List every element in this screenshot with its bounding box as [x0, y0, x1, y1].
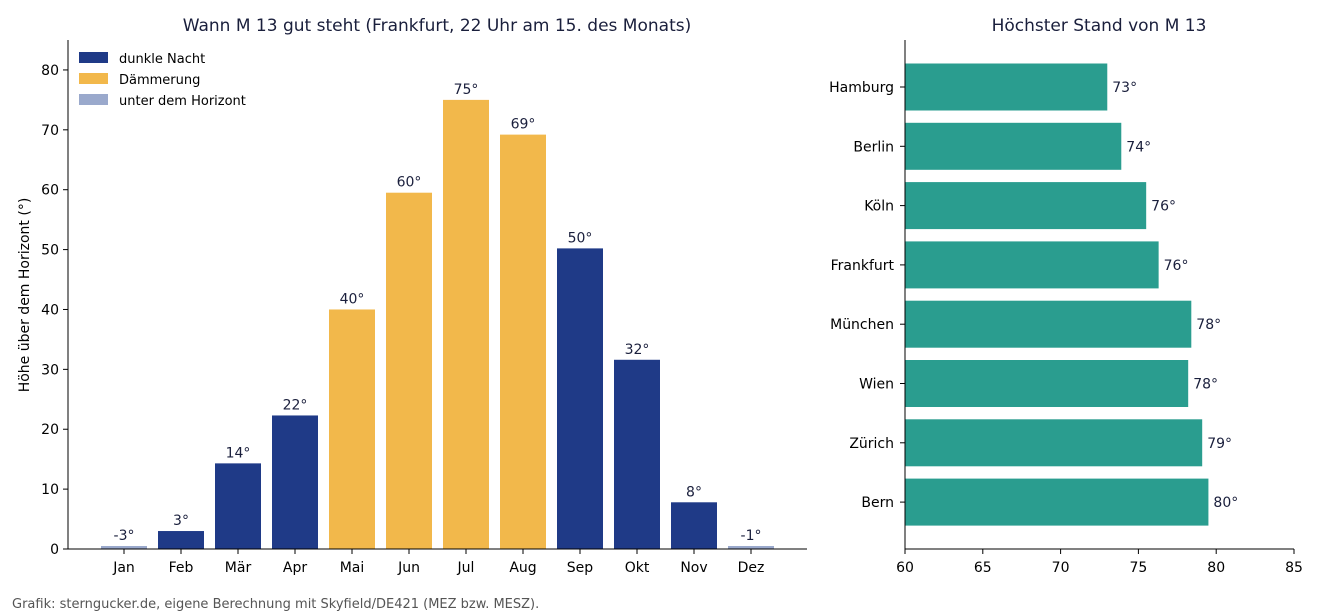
- data-label-Frankfurt: 76°: [1164, 258, 1189, 274]
- y-tick-label-60: 60: [41, 183, 59, 199]
- bar-Mai: [329, 309, 375, 549]
- right-data-labels-group: 73° 74° 76° 76° 78° 78° 79° 80°: [1112, 80, 1238, 511]
- bar-Frankfurt: [905, 241, 1159, 289]
- x-tick-label-Mai: Mai: [340, 560, 365, 576]
- data-label-Nov: 8°: [686, 484, 702, 500]
- legend-swatch-twilight: [79, 73, 108, 84]
- bar-Jun: [386, 192, 432, 549]
- bar-Feb: [158, 531, 204, 549]
- y-tick-label-Frankfurt: Frankfurt: [831, 258, 895, 274]
- bar-München: [905, 300, 1192, 348]
- bar-Wien: [905, 360, 1189, 407]
- y-tick-label-Hamburg: Hamburg: [829, 80, 894, 96]
- city-max-altitude-chart: Höchster Stand von M 13 73°74°76°76°78°7…: [829, 16, 1303, 576]
- x-tick-label-70: 70: [1052, 560, 1070, 576]
- x-tick-label-Mär: Mär: [225, 560, 252, 576]
- source-caption: Grafik: sterngucker.de, eigene Berechnun…: [12, 597, 540, 612]
- data-label-Mär: 14°: [226, 445, 251, 461]
- x-tick-label-Sep: Sep: [567, 560, 594, 576]
- data-label-Köln: 76°: [1151, 199, 1176, 215]
- left-chart-title: Wann M 13 gut steht (Frankfurt, 22 Uhr a…: [183, 16, 691, 36]
- left-x-ticks-group: Jan Feb Mär Apr Mai Jun Jul Aug Sep Okt Nov Dez: [112, 549, 764, 576]
- x-tick-label-Feb: Feb: [169, 560, 194, 576]
- data-label-Aug: 69°: [511, 117, 536, 133]
- bar-Hamburg: [905, 63, 1108, 111]
- y-tick-label-Zürich: Zürich: [849, 436, 894, 452]
- y-tick-label-Bern: Bern: [861, 495, 894, 511]
- data-label-Apr: 22°: [283, 397, 308, 413]
- x-tick-label-75: 75: [1129, 560, 1147, 576]
- right-bars-group: [905, 63, 1209, 526]
- legend-label-dark: dunkle Nacht: [119, 52, 205, 67]
- legend-label-twilight: Dämmerung: [119, 73, 200, 88]
- data-label-Hamburg: 73°: [1112, 80, 1137, 96]
- y-tick-label-10: 10: [41, 482, 59, 498]
- data-label-München: 78°: [1196, 317, 1221, 333]
- data-label-Wien: 78°: [1193, 377, 1218, 393]
- y-tick-label-80: 80: [41, 63, 59, 79]
- y-tick-label-20: 20: [41, 422, 59, 438]
- x-tick-label-Apr: Apr: [283, 560, 307, 576]
- y-tick-label-40: 40: [41, 302, 59, 318]
- x-tick-label-Nov: Nov: [680, 560, 707, 576]
- y-tick-label-30: 30: [41, 362, 59, 378]
- data-label-Jun: 60°: [397, 175, 422, 191]
- y-tick-label-50: 50: [41, 243, 59, 259]
- data-label-Feb: 3°: [173, 513, 189, 529]
- x-tick-label-Aug: Aug: [509, 560, 536, 576]
- y-tick-label-0: 0: [50, 542, 59, 558]
- data-label-Sep: 50°: [568, 230, 593, 246]
- monthly-altitude-chart: Wann M 13 gut steht (Frankfurt, 22 Uhr a…: [17, 16, 807, 576]
- x-tick-label-Jun: Jun: [397, 560, 420, 576]
- legend: dunkle Nacht Dämmerung unter dem Horizont: [79, 52, 246, 109]
- x-tick-label-80: 80: [1207, 560, 1225, 576]
- bar-Nov: [671, 502, 717, 549]
- right-x-ticks-group: 60 65 70 75 80 85: [896, 549, 1303, 576]
- bar-Apr: [272, 415, 318, 549]
- bar-Zürich: [905, 419, 1203, 467]
- left-y-axis-label: Höhe über dem Horizont (°): [17, 198, 33, 393]
- data-label-Bern: 80°: [1213, 495, 1238, 511]
- bar-Köln: [905, 182, 1147, 230]
- data-label-Jul: 75°: [454, 82, 479, 98]
- bar-Dez: [728, 546, 774, 549]
- x-tick-label-Dez: Dez: [738, 560, 765, 576]
- x-tick-label-85: 85: [1285, 560, 1303, 576]
- data-label-Dez: -1°: [741, 528, 762, 544]
- data-label-Berlin: 74°: [1126, 139, 1151, 155]
- right-y-ticks-group: Hamburg Berlin Köln Frankfurt München Wien Zür…: [829, 80, 905, 511]
- bar-Okt: [614, 359, 660, 549]
- x-tick-label-65: 65: [974, 560, 992, 576]
- bar-Jan: [101, 546, 147, 549]
- bar-Jul: [443, 99, 489, 549]
- bar-Berlin: [905, 122, 1122, 170]
- x-tick-label-Jan: Jan: [112, 560, 135, 576]
- data-label-Mai: 40°: [340, 291, 365, 307]
- left-bars-group: [101, 99, 774, 549]
- right-chart-title: Höchster Stand von M 13: [992, 16, 1207, 36]
- y-tick-label-Berlin: Berlin: [853, 139, 894, 155]
- x-tick-label-Jul: Jul: [457, 560, 475, 576]
- data-label-Jan: -3°: [114, 528, 135, 544]
- data-label-Okt: 32°: [625, 342, 650, 358]
- y-tick-label-München: München: [830, 317, 894, 333]
- left-y-ticks-group: 0 10 20 30 40 50 60 70 80: [41, 63, 68, 558]
- y-tick-label-Köln: Köln: [864, 199, 894, 215]
- bar-Sep: [557, 248, 603, 549]
- y-tick-label-Wien: Wien: [859, 377, 894, 393]
- legend-label-below: unter dem Horizont: [119, 94, 246, 109]
- legend-swatch-below: [79, 94, 108, 105]
- bar-Aug: [500, 134, 546, 549]
- bar-Bern: [905, 478, 1209, 526]
- y-tick-label-70: 70: [41, 123, 59, 139]
- legend-swatch-dark: [79, 52, 108, 63]
- left-data-labels-group: -3° 3° 14° 22° 40° 60° 75° 69° 50° 32° 8° -1°: [114, 82, 762, 544]
- bar-Mär: [215, 463, 261, 549]
- data-label-Zürich: 79°: [1207, 436, 1232, 452]
- x-tick-label-Okt: Okt: [625, 560, 650, 576]
- x-tick-label-60: 60: [896, 560, 914, 576]
